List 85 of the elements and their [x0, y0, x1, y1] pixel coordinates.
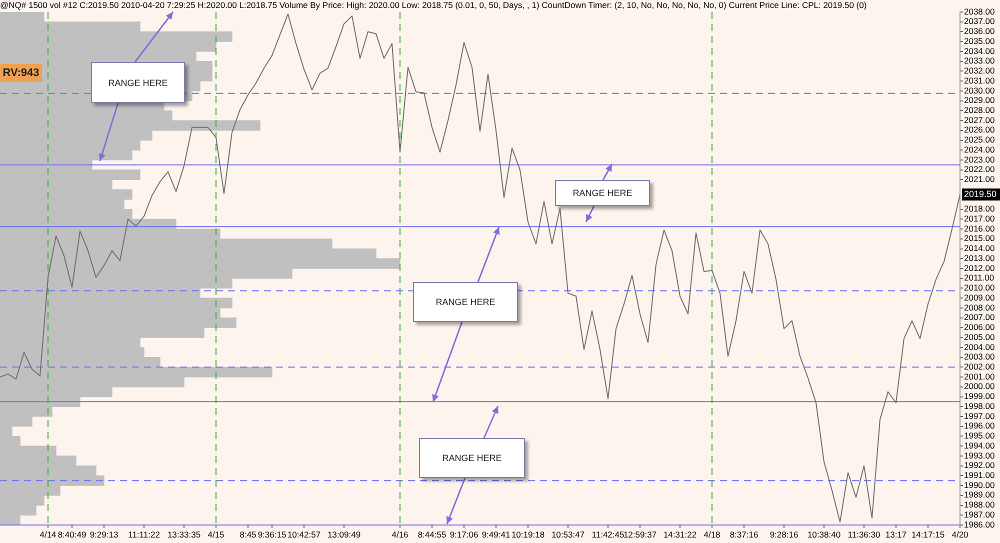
x-tick-label: 8:44:55 [418, 529, 446, 540]
y-tick-label: 2038.00 [964, 6, 995, 16]
y-tick-label: 2004.00 [964, 342, 995, 352]
y-tick-label: 1995.00 [964, 430, 995, 441]
y-tick-label: 2002.00 [964, 362, 995, 372]
x-tick-label: 4/18 [704, 529, 721, 540]
x-tick-label: 12:59:37 [623, 529, 657, 540]
x-tick-label: 10:53:47 [551, 529, 585, 540]
y-tick-label: 2018.00 [964, 204, 995, 214]
y-tick-label: 2027.00 [964, 114, 995, 125]
y-tick-label: 2037.00 [964, 16, 995, 26]
y-tick-label: 2007.00 [964, 312, 995, 322]
x-tick-label: 11:36:30 [848, 529, 880, 540]
y-tick-label: 2024.00 [964, 144, 995, 154]
x-tick-label: 9:28:16 [770, 529, 798, 540]
callout-box: RANGE HERE [555, 180, 650, 206]
x-tick-label: 4/14 [40, 529, 57, 540]
x-tick-label: 4/16 [392, 529, 409, 540]
chart-title: @NQ# 1500 vol #12 C:2019.50 2010-04-20 7:29:25 H:2020.00 L:2018.75 Volume By Price: High: 2020.00 Low: 2018.75 (0.01, 0, 50, Days, , 1) CountDown Timer: (2, 10, No, No, No, No, No, 0) Current Price Line: CPL: 2019.50 (0) [0, 0, 867, 11]
y-tick-label: 2025.00 [964, 134, 995, 145]
y-tick-label: 2028.00 [964, 105, 995, 115]
y-tick-label: 2026.00 [964, 124, 995, 135]
y-tick-label: 2030.00 [964, 85, 995, 96]
x-tick-label: 13:09:49 [327, 529, 361, 540]
y-tick-label: 2009.00 [964, 292, 995, 302]
y-tick-label: 1994.00 [964, 440, 995, 450]
y-tick-label: 2033.00 [964, 56, 995, 66]
x-tick-label: 13:33:35 [167, 529, 201, 540]
y-tick-label: 2021.00 [964, 174, 995, 184]
x-tick-label: 8:45 [240, 529, 257, 540]
x-tick-label: 9:29:13 [90, 529, 118, 540]
x-tick-label: 11:42:45 [592, 529, 624, 540]
y-tick-label: 2029.00 [964, 95, 995, 106]
y-tick-label: 1989.00 [964, 490, 995, 500]
y-tick-label: 1987.00 [964, 509, 995, 520]
x-tick-label: 14:17:15 [911, 529, 945, 540]
y-tick-label: 1986.00 [964, 519, 995, 530]
y-tick-label: 2032.00 [964, 66, 995, 76]
y-tick-label: 2006.00 [964, 322, 995, 332]
x-tick-label: 10:19:18 [511, 529, 545, 540]
y-tick-label: 2010.00 [964, 282, 995, 293]
x-tick-label: 10:42:57 [287, 529, 321, 540]
callout-box: RANGE HERE [419, 438, 525, 478]
y-tick-label: 1988.00 [964, 500, 995, 510]
y-tick-label: 2001.00 [964, 371, 995, 382]
y-tick-label: 1998.00 [964, 400, 995, 411]
y-tick-label: 2011.00 [964, 272, 994, 283]
x-tick-label: 9:17:06 [450, 529, 478, 540]
y-tick-label: 2003.00 [964, 352, 995, 362]
y-tick-label: 2036.00 [964, 26, 995, 36]
x-tick-label: 13:17 [885, 529, 907, 540]
callout-box: RANGE HERE [413, 282, 518, 322]
y-tick-label: 2008.00 [964, 302, 995, 312]
y-tick-label: 1999.00 [964, 391, 995, 402]
x-tick-label: 8:37:16 [730, 529, 758, 540]
y-tick-label: 1991.00 [964, 470, 995, 480]
x-tick-label: 4/20 [952, 529, 969, 540]
callout-box: RANGE HERE [91, 62, 185, 103]
y-tick-label: 2035.00 [964, 36, 995, 46]
y-tick-label: 2016.00 [964, 223, 995, 234]
x-tick-label: 8:40:49 [58, 529, 86, 540]
x-tick-label: 9:49:41 [482, 529, 510, 540]
x-tick-label: 4/15 [208, 529, 225, 540]
y-tick-label: 2017.00 [964, 214, 995, 224]
y-tick-label: 2014.00 [964, 243, 995, 254]
y-tick-label: 2034.00 [964, 46, 995, 56]
y-tick-label: 2013.00 [964, 252, 995, 263]
x-tick-label: 9:36:15 [258, 529, 286, 540]
y-tick-label: 1997.00 [964, 410, 995, 421]
x-tick-label: 14:31:22 [663, 529, 697, 540]
y-tick-label: 2023.00 [964, 154, 995, 164]
x-tick-label: 11:11:22 [128, 529, 160, 540]
y-tick-label: 1993.00 [964, 450, 995, 460]
y-tick-label: 2022.00 [964, 164, 995, 174]
y-tick-label: 2012.00 [964, 262, 995, 273]
y-tick-label: 1996.00 [964, 420, 995, 431]
y-tick-label: 2031.00 [964, 75, 995, 86]
y-tick-label: 1992.00 [964, 460, 995, 470]
y-tick-label: 2005.00 [964, 332, 995, 342]
y-tick-label: 2000.00 [964, 381, 995, 392]
label-tag: RV:943 [0, 64, 42, 82]
x-tick-label: 10:38:40 [807, 529, 841, 540]
y-tick-label: 2015.00 [964, 233, 995, 244]
annotation: 2019.50 [964, 188, 997, 199]
y-tick-label: 1990.00 [964, 480, 995, 490]
